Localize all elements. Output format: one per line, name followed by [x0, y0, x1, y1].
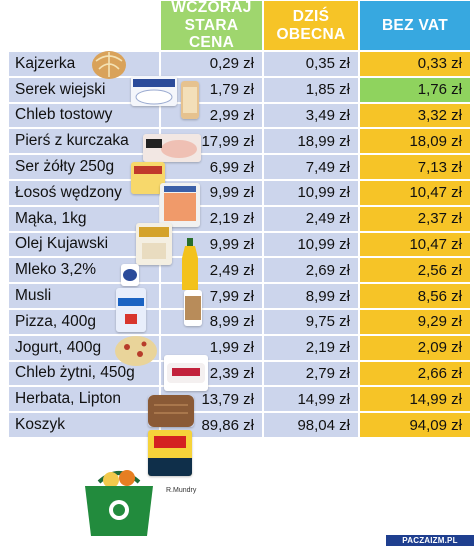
- jogurt-cup-image: [164, 355, 208, 391]
- price-without-vat: 2,56 zł: [358, 256, 470, 283]
- header-old-line2: STARA CENA: [184, 16, 239, 52]
- yesterday-price: 2,99 zł: [159, 101, 262, 128]
- header-vat-label: BEZ VAT: [381, 16, 449, 34]
- losos-package-image: [160, 183, 200, 227]
- price-without-vat: 3,32 zł: [358, 101, 470, 128]
- today-price: 2,49 zł: [262, 204, 358, 231]
- yesterday-price: 2,49 zł: [159, 256, 262, 283]
- yesterday-price: 8,99 zł: [159, 307, 262, 334]
- price-without-vat: 7,13 zł: [358, 153, 470, 179]
- product-name: Mąka, 1kg: [9, 204, 159, 231]
- today-price: 2,19 zł: [262, 333, 358, 360]
- product-name: Pierś z kurczaka: [9, 127, 159, 154]
- today-price: 2,79 zł: [262, 359, 358, 386]
- header-old-line1: WCZORAJ: [171, 0, 252, 16]
- today-price: 8,99 zł: [262, 282, 358, 308]
- header-today-price: DZIŚ OBECNA: [262, 1, 358, 50]
- product-name: Kajzerka: [9, 50, 159, 76]
- price-without-vat: 18,09 zł: [358, 127, 470, 154]
- ser-zolty-image: [131, 162, 165, 194]
- price-without-vat: 94,09 zł: [358, 411, 470, 437]
- header-now-line2: OBECNA: [276, 25, 346, 43]
- price-without-vat: 0,33 zł: [358, 50, 470, 76]
- today-price: 98,04 zł: [262, 411, 358, 437]
- price-without-vat: 1,76 zł: [358, 75, 470, 102]
- today-price: 0,35 zł: [262, 50, 358, 76]
- price-without-vat: 9,29 zł: [358, 307, 470, 334]
- price-without-vat: 2,66 zł: [358, 359, 470, 386]
- today-price: 10,99 zł: [262, 178, 358, 205]
- price-without-vat: 14,99 zł: [358, 385, 470, 412]
- today-price: 2,69 zł: [262, 256, 358, 283]
- olej-bottle-image: [182, 238, 198, 290]
- maka-bag-image: [136, 223, 172, 265]
- yesterday-price: 7,99 zł: [159, 282, 262, 308]
- today-price: 10,99 zł: [262, 230, 358, 257]
- chleb-tostowy-image: [181, 81, 199, 119]
- kajzerka-roll-image: [92, 51, 126, 79]
- price-without-vat: 10,47 zł: [358, 178, 470, 205]
- product-name: Herbata, Lipton: [9, 385, 159, 412]
- kurczak-package-image: [143, 134, 201, 162]
- header-empty-cell: [9, 1, 159, 50]
- yesterday-price: 9,99 zł: [159, 230, 262, 257]
- site-watermark: PACZAIZM.PL: [386, 535, 474, 546]
- price-without-vat: 2,37 zł: [358, 204, 470, 231]
- chleb-zytni-image: [148, 395, 194, 427]
- author-credit: R.Mundry: [166, 487, 197, 494]
- shopping-basket-image: [85, 470, 153, 536]
- olej-kujawski-label-image: [121, 264, 139, 286]
- mleko-carton-image: [116, 288, 146, 332]
- today-price: 18,99 zł: [262, 127, 358, 154]
- header-without-vat: BEZ VAT: [358, 1, 470, 50]
- yesterday-price: 0,29 zł: [159, 50, 262, 76]
- today-price: 3,49 zł: [262, 101, 358, 128]
- header-yesterday-price: WCZORAJ STARA CENA: [159, 0, 262, 52]
- header-now-line1: DZIŚ: [292, 7, 330, 25]
- price-without-vat: 2,09 zł: [358, 333, 470, 360]
- today-price: 7,49 zł: [262, 153, 358, 179]
- product-name: Chleb żytni, 450g: [9, 359, 159, 386]
- lipton-box-image: [148, 430, 192, 476]
- today-price: 9,75 zł: [262, 307, 358, 334]
- price-without-vat: 10,47 zł: [358, 230, 470, 257]
- today-price: 14,99 zł: [262, 385, 358, 412]
- product-name: Koszyk: [9, 411, 159, 437]
- pizza-image: [115, 336, 157, 366]
- price-table: WCZORAJ STARA CENA DZIŚ OBECNA BEZ VAT K…: [9, 0, 470, 437]
- product-name: Olej Kujawski: [9, 230, 159, 257]
- musli-image: [184, 290, 202, 326]
- price-without-vat: 8,56 zł: [358, 282, 470, 308]
- today-price: 1,85 zł: [262, 75, 358, 102]
- serek-wiejski-package-image: [131, 76, 177, 106]
